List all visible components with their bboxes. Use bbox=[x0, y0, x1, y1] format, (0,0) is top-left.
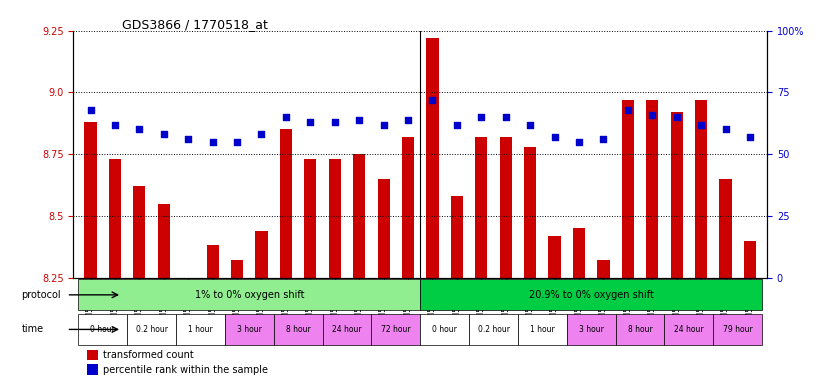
Bar bbox=[87, 364, 98, 375]
FancyBboxPatch shape bbox=[322, 314, 371, 345]
Point bbox=[182, 136, 195, 142]
FancyBboxPatch shape bbox=[713, 314, 762, 345]
Point bbox=[328, 119, 341, 125]
FancyBboxPatch shape bbox=[273, 314, 322, 345]
Text: 3 hour: 3 hour bbox=[579, 325, 604, 334]
Text: percentile rank within the sample: percentile rank within the sample bbox=[103, 365, 268, 375]
Text: 8 hour: 8 hour bbox=[286, 325, 311, 334]
Text: 72 hour: 72 hour bbox=[381, 325, 410, 334]
Bar bbox=[573, 228, 585, 278]
Point bbox=[377, 121, 390, 127]
Bar bbox=[597, 260, 610, 278]
Point bbox=[694, 121, 707, 127]
Text: 1 hour: 1 hour bbox=[530, 325, 555, 334]
FancyBboxPatch shape bbox=[176, 314, 225, 345]
Bar bbox=[280, 129, 292, 278]
FancyBboxPatch shape bbox=[615, 314, 664, 345]
Point bbox=[450, 121, 463, 127]
Bar bbox=[646, 100, 659, 278]
Bar bbox=[329, 159, 341, 278]
FancyBboxPatch shape bbox=[567, 314, 615, 345]
Point bbox=[645, 112, 659, 118]
Bar bbox=[450, 196, 463, 278]
Point bbox=[719, 126, 732, 132]
Bar bbox=[671, 112, 683, 278]
Text: 1% to 0% oxygen shift: 1% to 0% oxygen shift bbox=[194, 290, 304, 300]
Point bbox=[743, 134, 756, 140]
Bar bbox=[304, 159, 317, 278]
FancyBboxPatch shape bbox=[78, 279, 420, 310]
Text: transformed count: transformed count bbox=[103, 350, 193, 360]
Text: 1 hour: 1 hour bbox=[188, 325, 213, 334]
Point bbox=[621, 107, 634, 113]
Text: protocol: protocol bbox=[21, 290, 61, 300]
Text: 20.9% to 0% oxygen shift: 20.9% to 0% oxygen shift bbox=[529, 290, 654, 300]
Bar bbox=[255, 231, 268, 278]
Bar bbox=[695, 100, 707, 278]
Text: 0 hour: 0 hour bbox=[91, 325, 115, 334]
Bar bbox=[206, 245, 219, 278]
FancyBboxPatch shape bbox=[518, 314, 567, 345]
Point bbox=[475, 114, 488, 120]
Point bbox=[157, 131, 171, 137]
Bar bbox=[475, 137, 487, 278]
Point bbox=[304, 119, 317, 125]
Point bbox=[279, 114, 292, 120]
Point bbox=[524, 121, 537, 127]
FancyBboxPatch shape bbox=[664, 314, 713, 345]
Bar bbox=[524, 147, 536, 278]
Point bbox=[84, 107, 97, 113]
Bar bbox=[378, 179, 390, 278]
Point bbox=[255, 131, 268, 137]
Point bbox=[499, 114, 512, 120]
FancyBboxPatch shape bbox=[225, 314, 273, 345]
Point bbox=[401, 116, 415, 122]
Point bbox=[109, 121, 122, 127]
Bar bbox=[720, 179, 732, 278]
Bar bbox=[499, 137, 512, 278]
Bar bbox=[548, 236, 561, 278]
Bar bbox=[84, 122, 96, 278]
Text: 0 hour: 0 hour bbox=[432, 325, 457, 334]
Point bbox=[426, 97, 439, 103]
Bar bbox=[402, 137, 415, 278]
Point bbox=[206, 139, 220, 145]
Text: 0.2 hour: 0.2 hour bbox=[135, 325, 167, 334]
Text: 3 hour: 3 hour bbox=[237, 325, 262, 334]
FancyBboxPatch shape bbox=[420, 314, 469, 345]
FancyBboxPatch shape bbox=[78, 314, 127, 345]
Point bbox=[596, 136, 610, 142]
Bar bbox=[157, 204, 170, 278]
FancyBboxPatch shape bbox=[420, 279, 762, 310]
Point bbox=[231, 139, 244, 145]
Point bbox=[573, 139, 586, 145]
Bar bbox=[133, 186, 145, 278]
Text: 0.2 hour: 0.2 hour bbox=[477, 325, 509, 334]
Point bbox=[670, 114, 683, 120]
Bar bbox=[231, 260, 243, 278]
Bar bbox=[744, 240, 756, 278]
FancyBboxPatch shape bbox=[371, 314, 420, 345]
Bar bbox=[353, 154, 366, 278]
Bar bbox=[426, 38, 438, 278]
Point bbox=[353, 116, 366, 122]
Point bbox=[548, 134, 561, 140]
Text: 24 hour: 24 hour bbox=[674, 325, 703, 334]
Text: GDS3866 / 1770518_at: GDS3866 / 1770518_at bbox=[122, 18, 268, 31]
Text: 8 hour: 8 hour bbox=[628, 325, 653, 334]
Text: 79 hour: 79 hour bbox=[723, 325, 752, 334]
Text: 24 hour: 24 hour bbox=[332, 325, 361, 334]
Bar bbox=[622, 100, 634, 278]
FancyBboxPatch shape bbox=[469, 314, 518, 345]
Bar bbox=[87, 350, 98, 360]
FancyBboxPatch shape bbox=[127, 314, 176, 345]
Text: time: time bbox=[21, 324, 43, 334]
Bar bbox=[109, 159, 121, 278]
Point bbox=[133, 126, 146, 132]
